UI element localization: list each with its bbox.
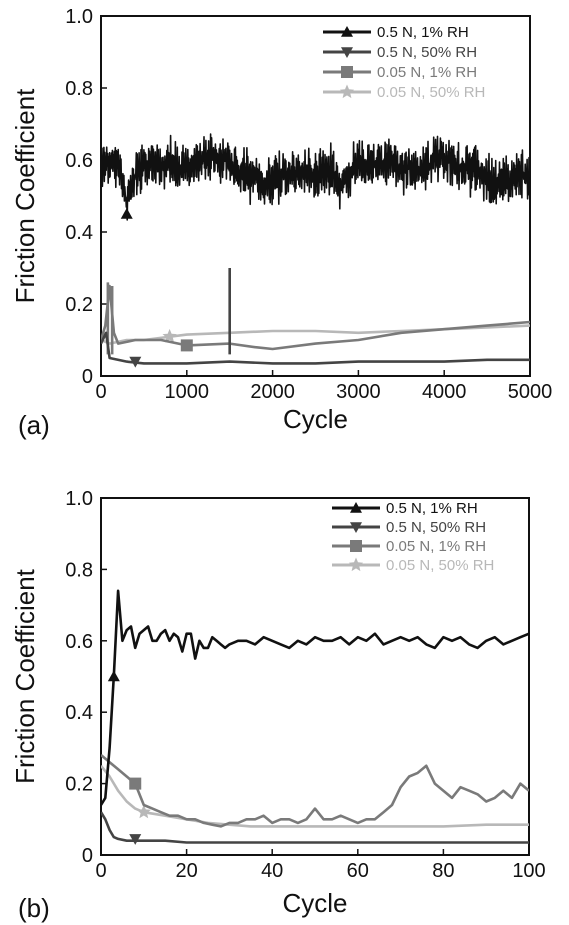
legend-item: 0.05 N, 50% RH	[323, 84, 485, 101]
series-line	[101, 589, 529, 806]
legend-swatch-marker	[341, 66, 353, 78]
legend-swatch-marker	[348, 557, 364, 572]
series-marker	[129, 356, 142, 368]
series-triangle-up	[101, 133, 530, 221]
legend: 0.5 N, 1% RH 0.5 N, 50% RH 0.05 N, 1% RH 0.…	[332, 500, 494, 574]
legend-item: 0.5 N, 50% RH	[323, 44, 477, 61]
series-line	[101, 331, 530, 365]
y-tick-label: 0.2	[65, 774, 93, 796]
legend-item: 0.5 N, 1% RH	[332, 500, 478, 517]
legend: 0.5 N, 1% RH 0.5 N, 50% RH 0.05 N, 1% RH 0.…	[323, 24, 485, 101]
y-tick-label: 0.6	[65, 631, 93, 653]
legend-item: 0.05 N, 1% RH	[323, 64, 477, 81]
x-tick-label: 60	[347, 860, 369, 882]
series-line	[101, 764, 529, 828]
x-tick-label: 0	[95, 381, 106, 403]
x-tick-label: 80	[432, 860, 454, 882]
series-triangle-down	[101, 811, 529, 845]
x-axis-label: Cycle	[283, 404, 348, 434]
x-axis-label: Cycle	[282, 888, 347, 918]
x-tick-label: 1000	[165, 381, 210, 403]
y-tick-label: 1.0	[65, 488, 93, 510]
legend-label: 0.5 N, 1% RH	[377, 24, 469, 41]
series-marker	[162, 328, 177, 343]
series-star	[101, 764, 529, 828]
legend-item: 0.5 N, 50% RH	[332, 519, 486, 536]
legend-swatch-marker	[341, 47, 353, 58]
legend-label: 0.05 N, 50% RH	[377, 84, 485, 101]
series-line	[101, 811, 529, 844]
x-tick-label: 40	[261, 860, 283, 882]
legend-label: 0.5 N, 50% RH	[377, 44, 477, 61]
legend-item: 0.5 N, 1% RH	[323, 24, 469, 41]
y-tick-label: 0.6	[65, 150, 93, 172]
legend-swatch-marker	[350, 502, 362, 513]
legend-label: 0.05 N, 1% RH	[377, 64, 477, 81]
legend-item: 0.05 N, 1% RH	[332, 538, 486, 555]
series-marker	[180, 339, 193, 352]
plot-area	[101, 133, 530, 368]
plot-frame	[100, 497, 530, 856]
legend-swatch-marker	[339, 84, 355, 99]
legend-item: 0.05 N, 50% RH	[332, 557, 494, 574]
x-tick-label: 0	[95, 860, 106, 882]
series-line	[101, 133, 530, 221]
y-tick-label: 1.0	[65, 6, 93, 28]
legend-label: 0.5 N, 1% RH	[386, 500, 478, 517]
series-marker	[120, 208, 133, 219]
panel-label: (b)	[18, 893, 50, 923]
legend-label: 0.05 N, 50% RH	[386, 557, 494, 574]
x-tick-label: 3000	[336, 381, 381, 403]
series-marker	[129, 777, 142, 790]
y-tick-label: 0	[82, 845, 93, 867]
x-tick-label: 5000	[508, 381, 553, 403]
y-tick-label: 0.2	[65, 294, 93, 316]
x-tick-label: 2000	[250, 381, 295, 403]
series-marker	[129, 834, 142, 845]
legend-swatch-marker	[341, 26, 353, 37]
plot-frame	[100, 15, 531, 377]
y-tick-label: 0.8	[65, 78, 93, 100]
x-tick-label: 4000	[422, 381, 467, 403]
legend-label: 0.5 N, 50% RH	[386, 519, 486, 536]
x-tick-label: 100	[512, 860, 545, 882]
y-tick-label: 0	[82, 366, 93, 388]
chart-panel-b: 0 20 40 60 80 100 0 0.2 0.4 0.6 0.8 1.0 Cycle Frictio…	[10, 488, 546, 923]
y-tick-label: 0.4	[65, 702, 93, 724]
series-triangle-down	[101, 268, 530, 368]
y-axis-label: Friction Coefficient	[10, 88, 40, 304]
series-square	[101, 754, 529, 828]
y-tick-label: 0.8	[65, 559, 93, 581]
y-tick-label: 0.4	[65, 222, 93, 244]
legend-swatch-marker	[350, 522, 362, 533]
y-axis-label: Friction Coefficient	[10, 568, 40, 784]
legend-label: 0.05 N, 1% RH	[386, 538, 486, 555]
series-square	[101, 282, 530, 355]
chart-panel-a: 0 1000 2000 3000 4000 5000 0 0.2 0.4 0.6 0.8 1.0 Cyc…	[10, 6, 552, 440]
plot-area	[101, 589, 529, 845]
series-triangle-up	[101, 589, 529, 806]
series-line	[101, 754, 529, 828]
panel-label: (a)	[18, 410, 50, 440]
series-marker	[136, 804, 151, 819]
x-tick-label: 20	[175, 860, 197, 882]
series-line	[101, 284, 530, 351]
legend-swatch-marker	[350, 540, 362, 552]
series-marker	[107, 670, 120, 682]
